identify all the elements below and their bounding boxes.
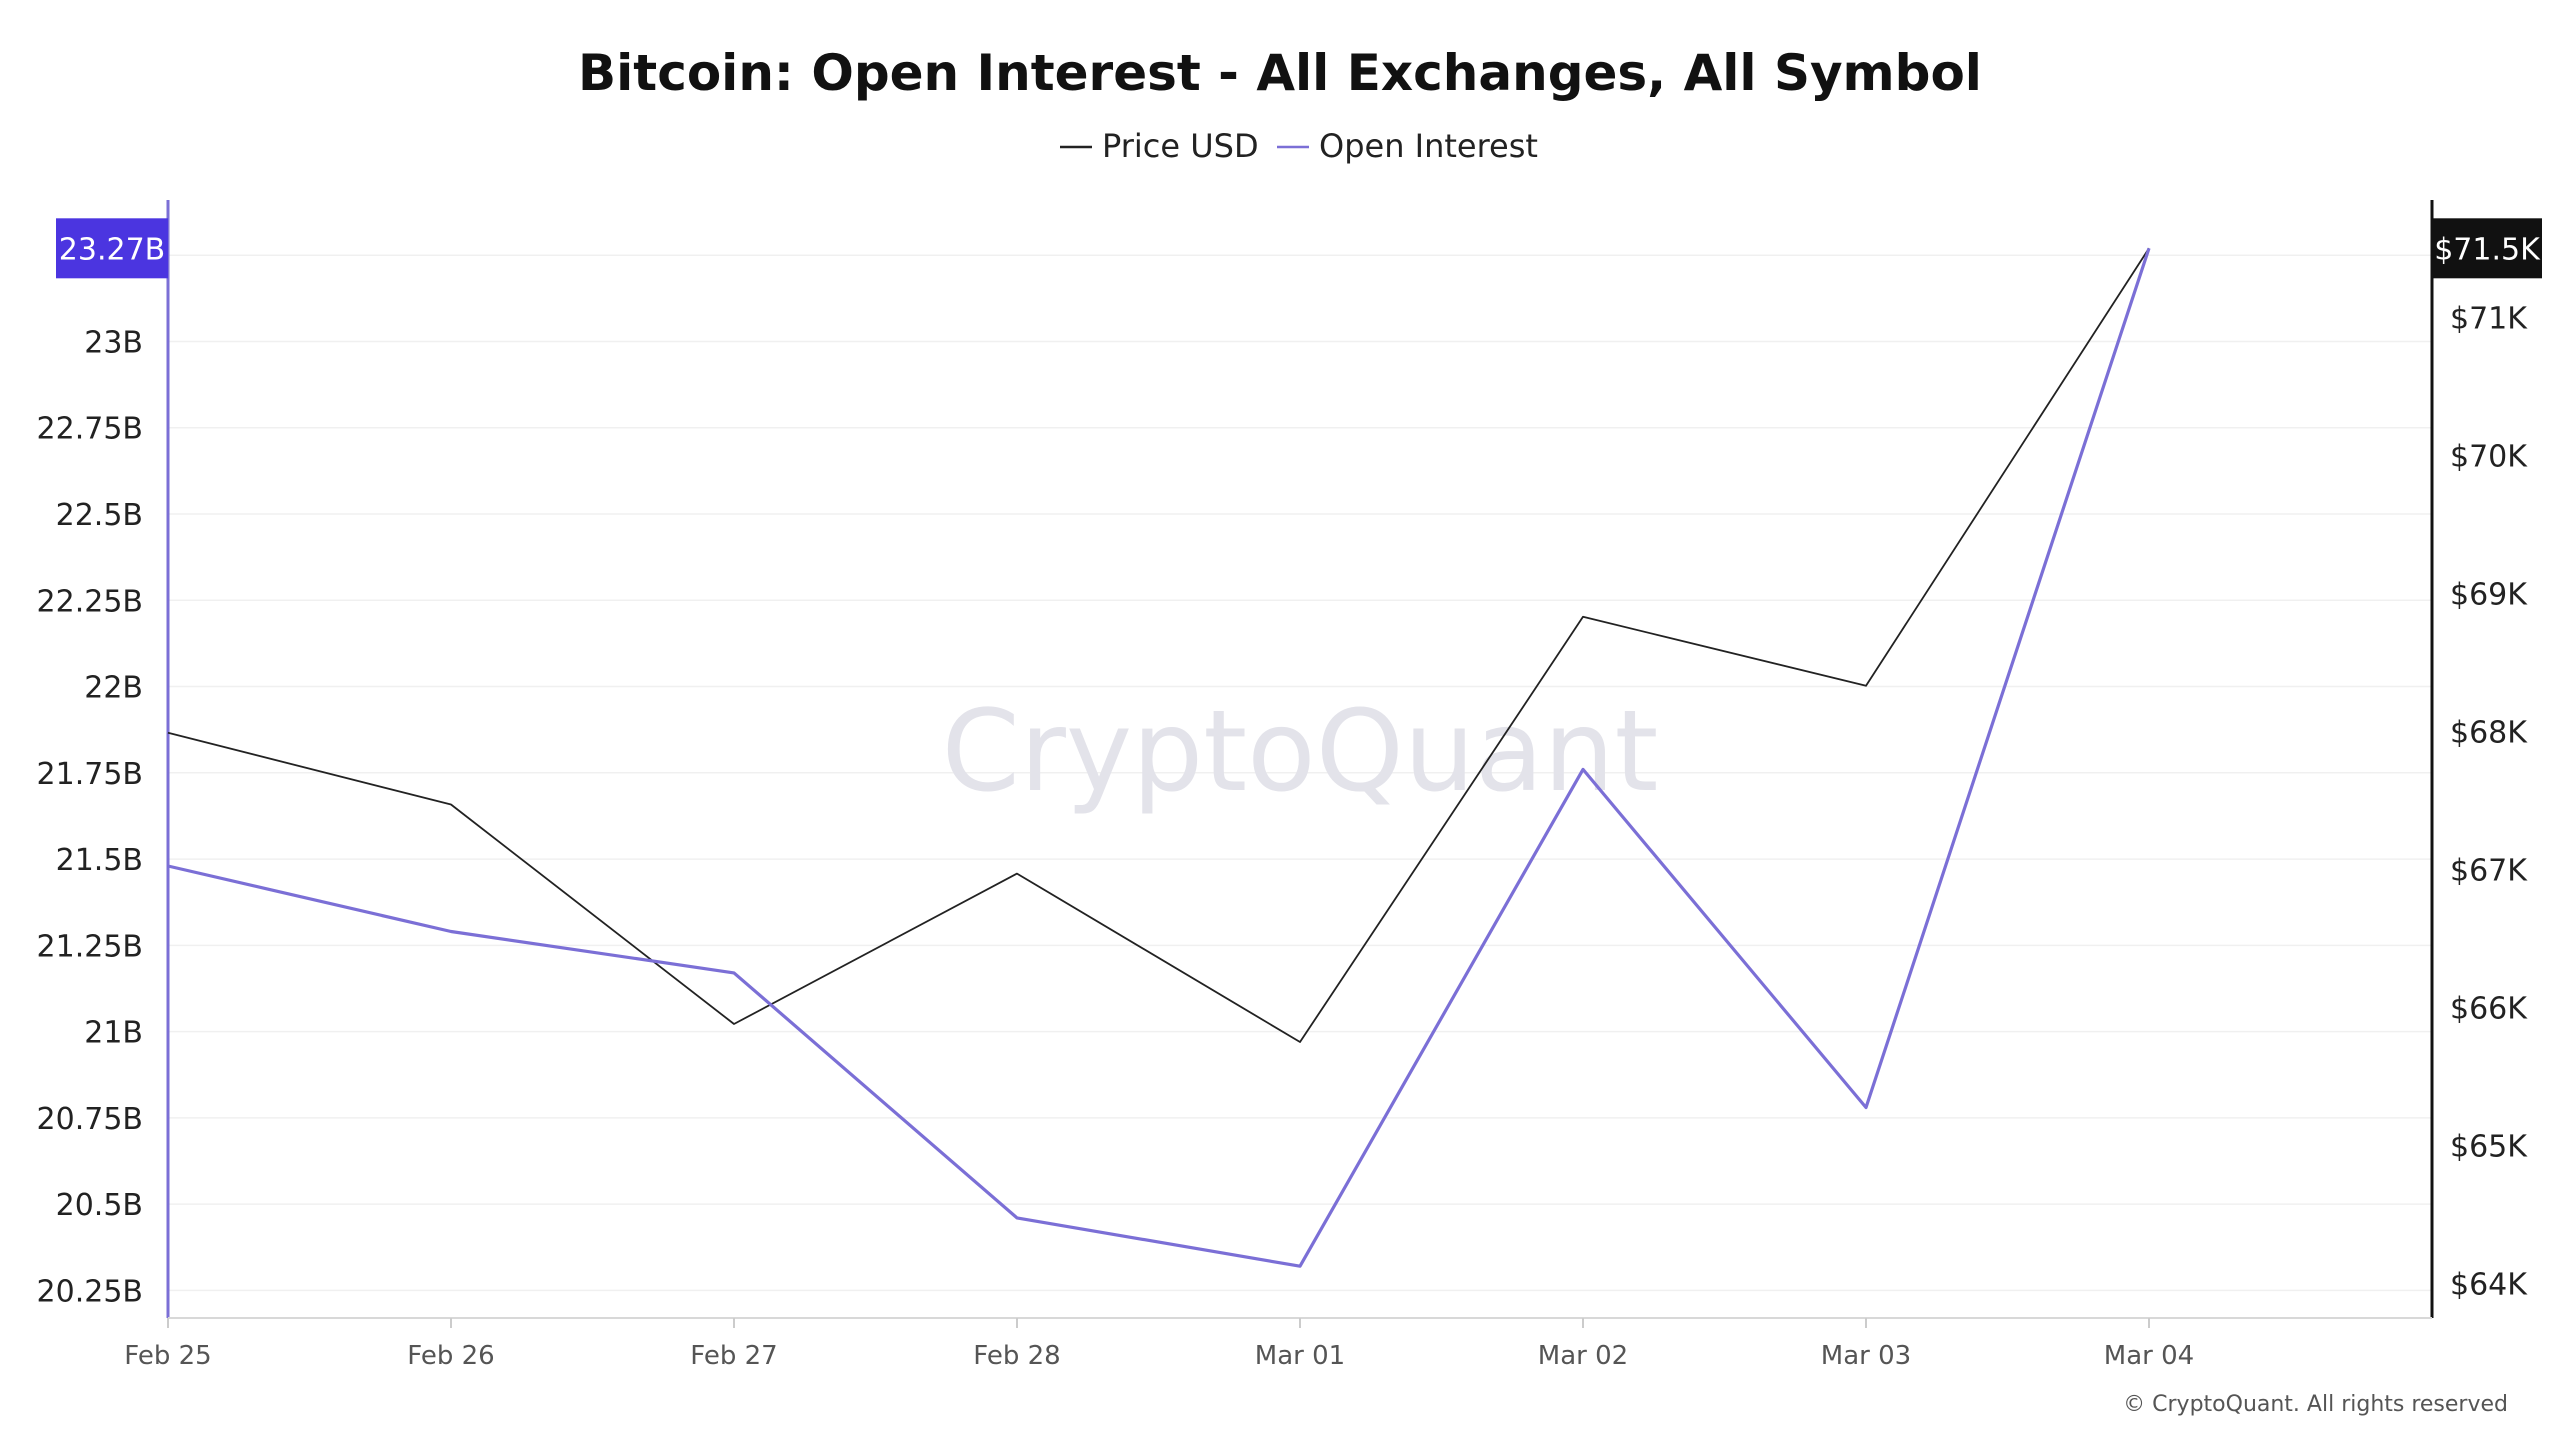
right-axis-ticks: $64K $65K $66K $67K $68K $69K $70K $71K xyxy=(2450,301,2528,1302)
left-current-value-badge xyxy=(56,218,168,279)
x-tick-label-6: Mar 03 xyxy=(1821,1341,1911,1371)
x-tick-label-7: Mar 04 xyxy=(2104,1341,2194,1371)
left-tick-label-6: 21.75B xyxy=(37,757,143,792)
left-tick-label-2: 20.75B xyxy=(37,1102,143,1137)
series-lines xyxy=(167,247,2151,1268)
left-tick-label-10: 22.75B xyxy=(37,412,143,447)
x-tick-label-4: Mar 01 xyxy=(1255,1341,1345,1371)
x-tick-label-0: Feb 25 xyxy=(124,1341,211,1371)
watermark: CryptoQuant xyxy=(942,687,1659,817)
series-line-price-usd xyxy=(167,247,2150,1043)
right-tick-label-1: $65K xyxy=(2450,1129,2528,1164)
left-current-value-text: 23.27B xyxy=(59,232,165,267)
right-tick-label-3: $67K xyxy=(2450,853,2528,888)
x-tick-label-2: Feb 27 xyxy=(690,1341,777,1371)
x-tick-label-3: Feb 28 xyxy=(973,1341,1060,1371)
left-tick-label-5: 21.5B xyxy=(56,843,143,878)
right-tick-label-4: $68K xyxy=(2450,715,2528,750)
left-axis-ticks: 20.25B 20.5B 20.75B 21B 21.25B 21.5B 21.75B 22B… xyxy=(37,325,143,1309)
grid-lines xyxy=(168,254,2432,1292)
left-tick-label-9: 22.5B xyxy=(56,498,143,533)
x-tick-label-5: Mar 02 xyxy=(1538,1341,1628,1371)
series-line-open-interest xyxy=(167,247,2151,1268)
left-tick-label-0: 20.25B xyxy=(37,1274,143,1309)
right-current-value-badge xyxy=(2432,218,2542,279)
left-tick-label-4: 21.25B xyxy=(37,929,143,964)
left-tick-label-11: 23B xyxy=(84,325,143,360)
right-tick-label-6: $70K xyxy=(2450,439,2528,474)
right-tick-label-2: $66K xyxy=(2450,991,2528,1026)
left-tick-label-1: 20.5B xyxy=(56,1188,143,1223)
legend: Price USD Open Interest xyxy=(1060,127,1538,165)
copyright-text: © CryptoQuant. All rights reserved xyxy=(2123,1392,2508,1417)
left-tick-label-7: 22B xyxy=(84,671,143,706)
x-tick-label-1: Feb 26 xyxy=(407,1341,494,1371)
chart-title: Bitcoin: Open Interest - All Exchanges, … xyxy=(578,44,1982,102)
x-axis-ticks: Feb 25 Feb 26 Feb 27 Feb 28 Mar 01 Mar 02 Mar … xyxy=(124,1318,2194,1371)
left-tick-label-3: 21B xyxy=(84,1016,143,1051)
right-current-value-text: $71.5K xyxy=(2434,232,2541,267)
right-tick-label-0: $64K xyxy=(2450,1267,2528,1302)
value-badges: 23.27B $71.5K xyxy=(56,218,2542,279)
right-tick-label-7: $71K xyxy=(2450,301,2528,336)
left-tick-label-8: 22.25B xyxy=(37,584,143,619)
right-tick-label-5: $69K xyxy=(2450,577,2528,612)
legend-label-0: Price USD xyxy=(1102,127,1259,165)
legend-label-1: Open Interest xyxy=(1319,127,1538,165)
